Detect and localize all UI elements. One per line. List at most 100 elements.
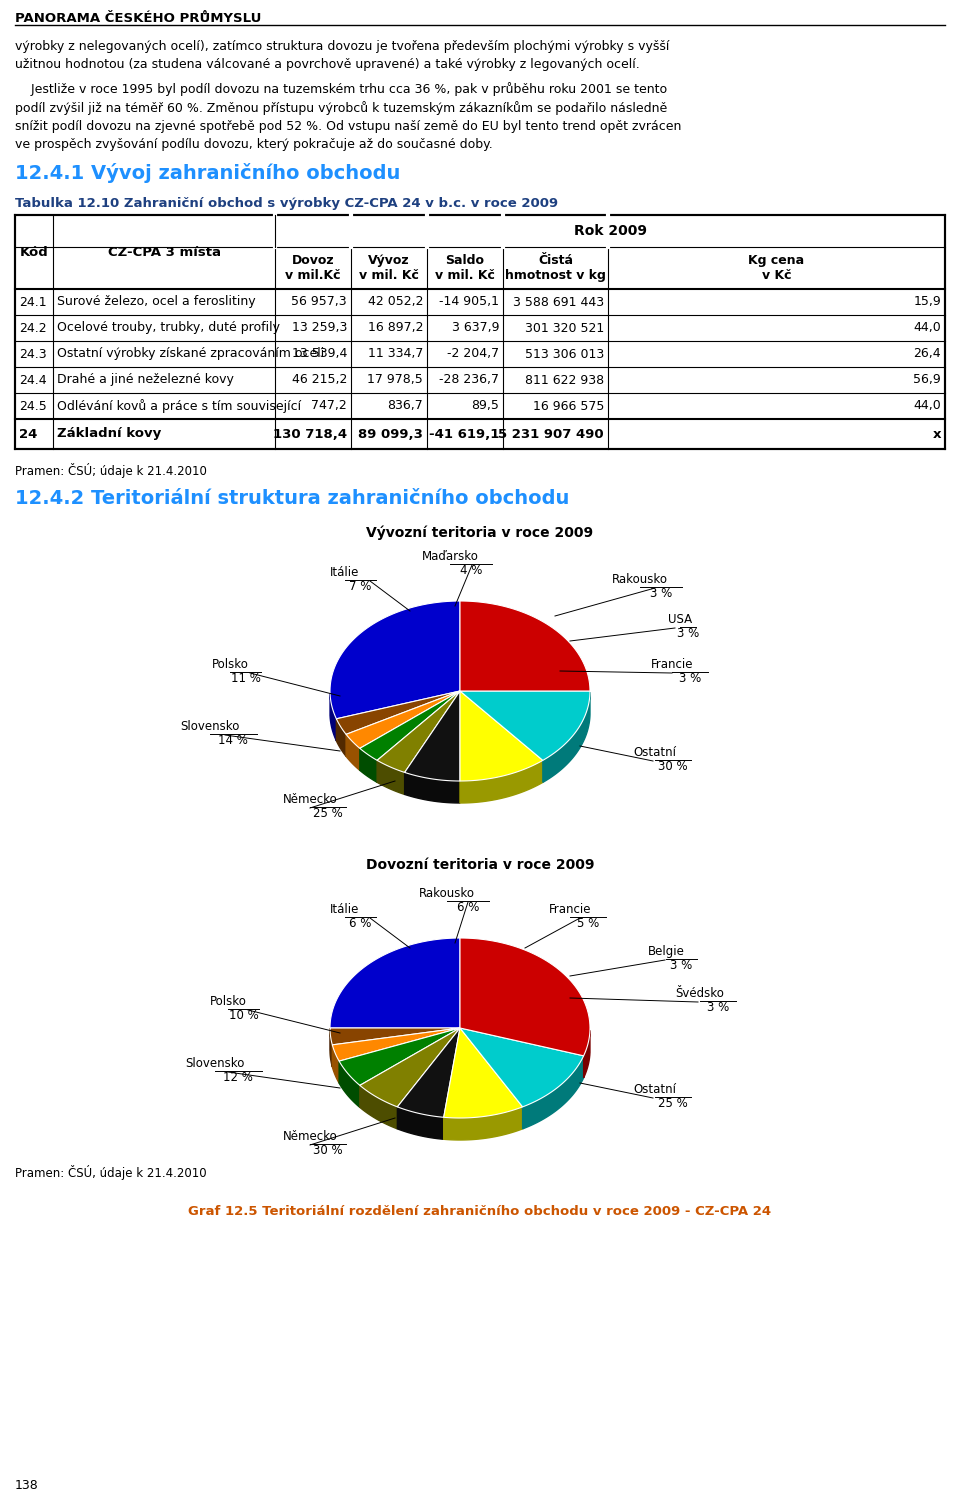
Text: výrobky z nelegovaných ocelí), zatímco struktura dovozu je tvořena především plo: výrobky z nelegovaných ocelí), zatímco s… <box>15 41 669 71</box>
Text: 24: 24 <box>19 427 37 441</box>
Text: 89 099,3: 89 099,3 <box>358 427 423 441</box>
Text: 5 %: 5 % <box>577 917 599 930</box>
Text: 5 231 907 490: 5 231 907 490 <box>498 427 604 441</box>
Text: Dovoz
v mil.Kč: Dovoz v mil.Kč <box>285 254 341 282</box>
Text: 24.4: 24.4 <box>19 374 47 386</box>
Text: Kg cena
v Kč: Kg cena v Kč <box>749 254 804 282</box>
Text: 24.3: 24.3 <box>19 347 47 361</box>
Text: Rok 2009: Rok 2009 <box>573 223 646 238</box>
Text: 56,9: 56,9 <box>913 374 941 386</box>
Text: Tabulka 12.10 Zahraniční obchod s výrobky CZ-CPA 24 v b.c. v roce 2009: Tabulka 12.10 Zahraniční obchod s výrobk… <box>15 198 558 210</box>
Text: Francie: Francie <box>651 658 693 672</box>
Text: 44,0: 44,0 <box>913 400 941 412</box>
Text: Itálie: Itálie <box>330 902 360 916</box>
Polygon shape <box>460 691 542 782</box>
Polygon shape <box>332 1028 460 1061</box>
Text: Surové železo, ocel a feroslitiny: Surové železo, ocel a feroslitiny <box>57 296 255 308</box>
Text: 30 %: 30 % <box>659 761 688 773</box>
Text: 46 215,2: 46 215,2 <box>292 374 347 386</box>
Polygon shape <box>397 1108 444 1139</box>
Text: 747,2: 747,2 <box>311 400 347 412</box>
Text: 16 966 575: 16 966 575 <box>533 400 604 412</box>
Text: Belgie: Belgie <box>648 945 684 958</box>
Text: Ostatní: Ostatní <box>634 1083 677 1096</box>
Polygon shape <box>339 1061 360 1108</box>
Polygon shape <box>330 939 460 1028</box>
Text: Německo: Německo <box>282 1130 337 1142</box>
Text: 11 334,7: 11 334,7 <box>368 347 423 361</box>
Text: 10 %: 10 % <box>228 1010 258 1022</box>
Text: 13 259,3: 13 259,3 <box>292 321 347 335</box>
Text: Odlévání kovů a práce s tím související: Odlévání kovů a práce s tím související <box>57 398 301 413</box>
Text: 15,9: 15,9 <box>913 296 941 308</box>
Polygon shape <box>347 735 360 771</box>
Text: -28 236,7: -28 236,7 <box>439 374 499 386</box>
Text: Rakousko: Rakousko <box>419 887 475 899</box>
Text: Graf 12.5 Teritoriální rozdělení zahraničního obchodu v roce 2009 - CZ-CPA 24: Graf 12.5 Teritoriální rozdělení zahrani… <box>188 1206 772 1218</box>
Text: 30 %: 30 % <box>313 1144 343 1157</box>
Text: Ostatní: Ostatní <box>634 745 677 759</box>
Text: 3 %: 3 % <box>679 672 702 685</box>
Text: 24.5: 24.5 <box>19 400 47 412</box>
Text: 3 %: 3 % <box>677 628 699 640</box>
Text: Polsko: Polsko <box>209 994 247 1008</box>
Polygon shape <box>330 601 460 718</box>
Text: 513 306 013: 513 306 013 <box>525 347 604 361</box>
Text: Rakousko: Rakousko <box>612 573 668 585</box>
Text: Drahé a jiné neželezné kovy: Drahé a jiné neželezné kovy <box>57 374 234 386</box>
Text: Základní kovy: Základní kovy <box>57 427 161 441</box>
Text: Francie: Francie <box>549 902 591 916</box>
Polygon shape <box>360 691 460 761</box>
Polygon shape <box>330 1028 332 1067</box>
Text: Vývozní teritoria v roce 2009: Vývozní teritoria v roce 2009 <box>367 527 593 540</box>
Text: Čistá
hmotnost v kg: Čistá hmotnost v kg <box>505 254 606 282</box>
Text: Saldo
v mil. Kč: Saldo v mil. Kč <box>435 254 495 282</box>
Polygon shape <box>522 1056 584 1129</box>
Text: 17 978,5: 17 978,5 <box>368 374 423 386</box>
Polygon shape <box>332 1044 339 1083</box>
Polygon shape <box>542 693 590 782</box>
Text: CZ-CPA 3 místa: CZ-CPA 3 místa <box>108 246 221 258</box>
Text: 16 897,2: 16 897,2 <box>368 321 423 335</box>
Text: 3 %: 3 % <box>670 960 693 972</box>
Polygon shape <box>377 691 460 773</box>
Text: 13 539,4: 13 539,4 <box>292 347 347 361</box>
Polygon shape <box>336 691 460 735</box>
Polygon shape <box>336 718 347 756</box>
Polygon shape <box>460 939 590 1056</box>
Text: 6 %: 6 % <box>457 901 479 914</box>
Text: 44,0: 44,0 <box>913 321 941 335</box>
Text: Ostatní výrobky získané zpracováním oceli: Ostatní výrobky získané zpracováním ocel… <box>57 347 324 361</box>
Text: 12.4.2 Teritoriální struktura zahraničního obchodu: 12.4.2 Teritoriální struktura zahraniční… <box>15 489 569 509</box>
Polygon shape <box>360 748 377 782</box>
Text: Vývoz
v mil. Kč: Vývoz v mil. Kč <box>359 254 419 282</box>
Text: Polsko: Polsko <box>211 658 249 672</box>
Text: Německo: Německo <box>282 794 337 806</box>
Text: 6 %: 6 % <box>349 917 372 930</box>
Text: USA: USA <box>668 613 692 626</box>
Text: 24.2: 24.2 <box>19 321 47 335</box>
Text: 26,4: 26,4 <box>913 347 941 361</box>
Text: 42 052,2: 42 052,2 <box>368 296 423 308</box>
Text: 3 637,9: 3 637,9 <box>451 321 499 335</box>
Text: 4 %: 4 % <box>460 564 482 576</box>
Polygon shape <box>405 691 460 782</box>
Polygon shape <box>347 691 460 748</box>
Text: 7 %: 7 % <box>349 579 372 593</box>
Polygon shape <box>360 1028 460 1108</box>
Text: -14 905,1: -14 905,1 <box>439 296 499 308</box>
Text: Slovensko: Slovensko <box>180 720 240 733</box>
Text: 89,5: 89,5 <box>471 400 499 412</box>
Text: Švédsko: Švédsko <box>676 987 725 1000</box>
Text: 301 320 521: 301 320 521 <box>525 321 604 335</box>
Polygon shape <box>339 1028 460 1085</box>
Text: PANORAMA ČESKÉHO PRŮMYSLU: PANORAMA ČESKÉHO PRŮMYSLU <box>15 12 261 26</box>
Polygon shape <box>584 1031 590 1077</box>
Text: Jestliže v roce 1995 byl podíl dovozu na tuzemském trhu cca 36 %, pak v průběhu : Jestliže v roce 1995 byl podíl dovozu na… <box>15 81 682 151</box>
Text: x: x <box>932 427 941 441</box>
Text: Pramen: ČSÚ; údaje k 21.4.2010: Pramen: ČSÚ; údaje k 21.4.2010 <box>15 463 206 478</box>
Polygon shape <box>397 1028 460 1117</box>
Text: Slovensko: Slovensko <box>185 1056 245 1070</box>
Bar <box>15 214 945 450</box>
Polygon shape <box>405 773 460 803</box>
